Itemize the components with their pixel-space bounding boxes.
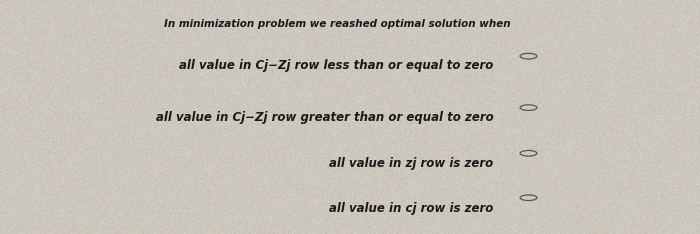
Text: In minimization problem we reashed optimal solution when: In minimization problem we reashed optim… <box>164 19 511 29</box>
Text: all value in Cj−Zj row less than or equal to zero: all value in Cj−Zj row less than or equa… <box>179 59 494 72</box>
Text: all value in Cj−Zj row greater than or equal to zero: all value in Cj−Zj row greater than or e… <box>155 110 494 124</box>
Text: all value in zj row is zero: all value in zj row is zero <box>329 157 494 170</box>
Text: all value in cj row is zero: all value in cj row is zero <box>329 202 494 215</box>
